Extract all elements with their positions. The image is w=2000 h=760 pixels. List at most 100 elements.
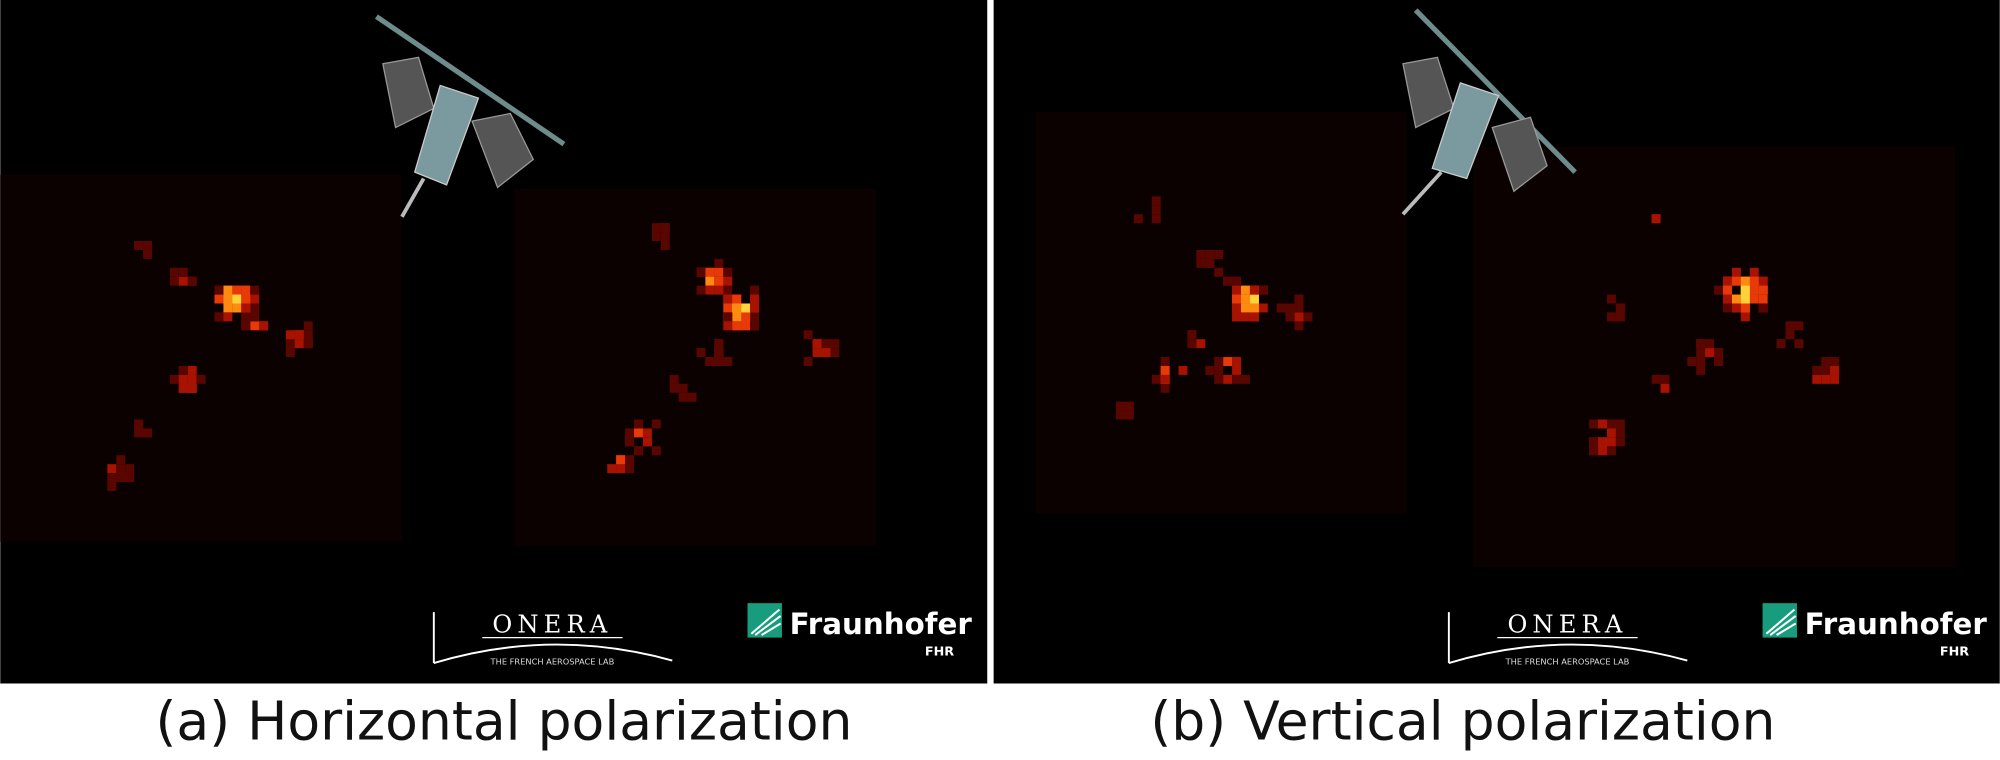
radar-pixel	[1740, 276, 1750, 286]
radar-pixel	[1214, 267, 1224, 277]
radar-pixel	[1723, 285, 1732, 295]
radar-pixel	[1723, 303, 1732, 313]
radar-pixel	[634, 428, 643, 438]
radar-pixel	[1223, 374, 1233, 384]
radar-pixel	[660, 223, 670, 233]
radar-pixel	[134, 419, 144, 429]
radar-pixel	[678, 383, 688, 393]
radar-pixel	[625, 428, 635, 438]
radar-pixel	[223, 303, 233, 313]
radar-pixel	[1731, 294, 1741, 304]
radar-pixel	[1758, 294, 1768, 304]
radar-pixel	[1196, 249, 1206, 259]
radar-pixel	[1276, 303, 1286, 313]
radar-pixel	[1830, 357, 1840, 366]
radar-pixel	[214, 294, 224, 304]
radar-pixel	[607, 464, 617, 474]
radar-pixel	[1151, 374, 1161, 384]
radar-pixel	[705, 276, 715, 286]
radar-pixel	[1615, 428, 1625, 438]
radar-pixel	[1696, 365, 1706, 375]
radar-pixel	[750, 294, 759, 304]
radar-pixel	[250, 312, 260, 322]
radar-pixel	[1598, 419, 1607, 429]
radar-pixel	[1214, 374, 1224, 384]
radar-pixel	[1785, 330, 1795, 340]
radar-pixel	[232, 285, 242, 295]
radar-pixel	[250, 285, 260, 295]
radar-pixel	[134, 428, 144, 438]
radar-pixel	[1294, 312, 1304, 322]
radar-pixel	[1241, 285, 1250, 295]
radar-pixel	[741, 321, 751, 331]
radar-pixel	[625, 455, 635, 465]
radar-pixel	[651, 446, 661, 456]
radar-pixel	[1187, 330, 1197, 340]
radar-pixel	[1696, 348, 1706, 358]
radar-pixel	[1116, 401, 1125, 411]
radar-pixel	[1232, 357, 1242, 366]
radar-pixel	[1705, 339, 1715, 349]
radar-pixel	[285, 339, 295, 349]
radar-pixel	[678, 392, 688, 402]
radar-pixel	[1249, 294, 1259, 304]
radar-pixel	[1249, 303, 1259, 313]
radar-pixel	[732, 312, 742, 322]
radar-pixel	[1223, 276, 1233, 286]
radar-pixel	[1749, 285, 1759, 295]
radar-pixel	[1241, 303, 1250, 313]
logo-text: ONERA	[492, 610, 612, 638]
radar-pixel	[1160, 365, 1170, 375]
radar-pixel	[1776, 339, 1786, 349]
radar-pixel	[241, 285, 251, 295]
radar-pixel	[803, 330, 813, 340]
radar-pixel	[1589, 437, 1599, 447]
radar-pixel	[1696, 357, 1706, 366]
radar-pixel	[1232, 312, 1242, 322]
radar-pixel	[651, 223, 661, 233]
radar-pixel	[1749, 294, 1759, 304]
radar-pixel	[1651, 214, 1661, 224]
radar-pixel	[1241, 312, 1250, 322]
radar-pixel	[107, 464, 117, 474]
radar-pixel	[169, 276, 179, 286]
radar-pixel	[1731, 303, 1741, 313]
radar-pixel	[723, 303, 733, 313]
radar-pixel	[1598, 437, 1607, 447]
radar-pixel	[616, 455, 626, 465]
radar-pixel	[1687, 357, 1697, 366]
radar-pixel	[705, 357, 715, 366]
radar-pixel	[1740, 294, 1750, 304]
radar-pixel	[241, 321, 251, 331]
radar-pixel	[1116, 410, 1125, 420]
radar-pixel	[741, 312, 751, 322]
radar-pixel	[723, 321, 733, 331]
radar-pixel	[303, 321, 313, 331]
radar-pixel	[107, 473, 117, 483]
radar-pixel	[714, 258, 724, 268]
radar-pixel	[821, 339, 831, 349]
panel: ONERA THE FRENCH AEROSPACE LAB Fraunhofe…	[0, 0, 988, 753]
radar-pixel	[723, 267, 733, 277]
radar-pixel	[1758, 276, 1768, 286]
radar-pixel	[187, 383, 197, 393]
radar-pixel	[732, 321, 742, 331]
radar-pixel	[714, 285, 724, 295]
radar-pixel	[1660, 383, 1670, 393]
radar-pixel	[1705, 348, 1715, 358]
radar-pixel	[187, 374, 197, 384]
radar-pixel	[285, 330, 295, 340]
radar-pixel	[169, 374, 179, 384]
radar-pixel	[1749, 267, 1759, 277]
radar-pixel	[1160, 383, 1170, 393]
radar-pixel	[1151, 205, 1161, 215]
radar-pixel	[723, 312, 733, 322]
radar-pixel	[1160, 374, 1170, 384]
radar-pixel	[1830, 374, 1840, 384]
caption: (a) Horizontal polarization	[156, 690, 853, 753]
radar-pixel	[821, 348, 831, 358]
radar-pixel	[830, 339, 840, 349]
radar-pixel	[1205, 249, 1215, 259]
radar-pixel	[241, 303, 251, 313]
radar-pixel	[1821, 374, 1831, 384]
